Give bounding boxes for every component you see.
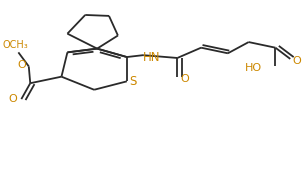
Text: OCH₃: OCH₃ — [2, 40, 28, 50]
Text: S: S — [129, 75, 137, 88]
Text: O: O — [17, 60, 26, 70]
Text: O: O — [180, 73, 189, 84]
Text: HO: HO — [245, 63, 262, 73]
Text: HN: HN — [143, 50, 161, 64]
Text: O: O — [292, 56, 301, 66]
Text: O: O — [8, 94, 17, 104]
